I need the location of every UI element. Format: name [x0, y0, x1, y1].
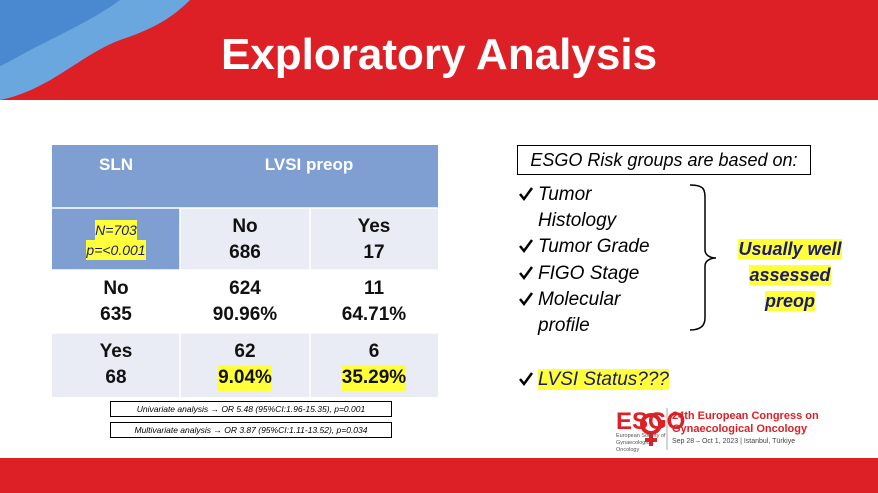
logo-congress: 24th European Congress on Gynaecological…: [672, 410, 819, 435]
risk-item: Tumor Histology: [519, 182, 638, 234]
risk-item: Tumor Grade: [519, 234, 678, 260]
risk-extra: LVSI Status???: [519, 367, 738, 393]
cell-text: 35.29%: [341, 365, 407, 391]
risk-note-text: Usually well assessed preop: [738, 239, 842, 311]
cell-text: 11: [363, 277, 385, 299]
footer-band: [0, 458, 878, 493]
brace: [689, 184, 717, 331]
table-cell: No 686: [180, 208, 310, 271]
table-cell: 624 90.96%: [180, 270, 310, 333]
cell-text: 68: [105, 367, 127, 388]
cell-text: N=703: [95, 219, 137, 240]
risk-item: FIGO Stage: [519, 261, 678, 287]
risk-item-text: Tumor Histology: [538, 184, 617, 231]
check: [519, 372, 534, 387]
table-cell-bg: [180, 208, 438, 270]
check: [519, 266, 534, 281]
table-header-bg: [52, 145, 438, 208]
wave: [0, 0, 120, 66]
title: Exploratory Analysis: [220, 30, 658, 79]
check: [519, 292, 534, 307]
table-cell: Yes 17: [310, 208, 438, 271]
logo-dates: Sep 28 – Oct 1, 2023 | Istanbul, Türkiye: [672, 438, 796, 445]
cell-text: 62: [234, 341, 256, 362]
cell-text: 9.04%: [218, 365, 272, 391]
table-cell: 11 64.71%: [310, 270, 438, 333]
logo-org: European Society of Gynaecological Oncol…: [616, 433, 666, 453]
cell-text: Yes: [99, 341, 133, 362]
table-header: LVSI preop: [264, 155, 354, 174]
cell-text: No: [232, 215, 258, 237]
cell-text: p=<0.001: [86, 239, 146, 260]
check: [519, 187, 534, 202]
risk-note: Usually well assessed preop: [730, 236, 850, 314]
cell-text: 686: [229, 241, 261, 263]
cell-text: 90.96%: [212, 303, 278, 325]
table-cell: Yes 68: [52, 333, 180, 397]
table-cell: 62 9.04%: [180, 333, 310, 397]
cell-text: Yes: [357, 215, 391, 237]
note: Univariate analysis → OR 5.48 (95%CI:1.9…: [110, 401, 392, 417]
risk-item: Molecular profile: [519, 287, 638, 339]
table-cell: No 635: [52, 270, 180, 333]
risk-item-text: FIGO Stage: [538, 263, 640, 284]
check: [519, 239, 534, 254]
risk-heading: ESGO Risk groups are based on:: [517, 145, 811, 175]
risk-extra-text: LVSI Status???: [538, 369, 669, 390]
cell-text: 6: [368, 341, 380, 362]
note: Multivariate analysis → OR 3.87 (95%CI:1…: [110, 422, 392, 438]
table-cell: N=703 p=<0.001: [52, 208, 180, 271]
cell-text: 624: [229, 277, 261, 299]
cell-text: 17: [363, 241, 385, 263]
cell-text: 64.71%: [341, 303, 407, 325]
cell-text: No: [103, 277, 129, 299]
risk-item-text: Molecular profile: [538, 289, 621, 336]
cell-text: 635: [100, 303, 132, 325]
risk-item-text: Tumor Grade: [538, 236, 650, 257]
table-header: SLN: [99, 155, 133, 174]
logo-name: ESGO: [616, 408, 686, 435]
logo-icon: [640, 413, 662, 446]
table-cell: 6 35.29%: [310, 333, 438, 397]
